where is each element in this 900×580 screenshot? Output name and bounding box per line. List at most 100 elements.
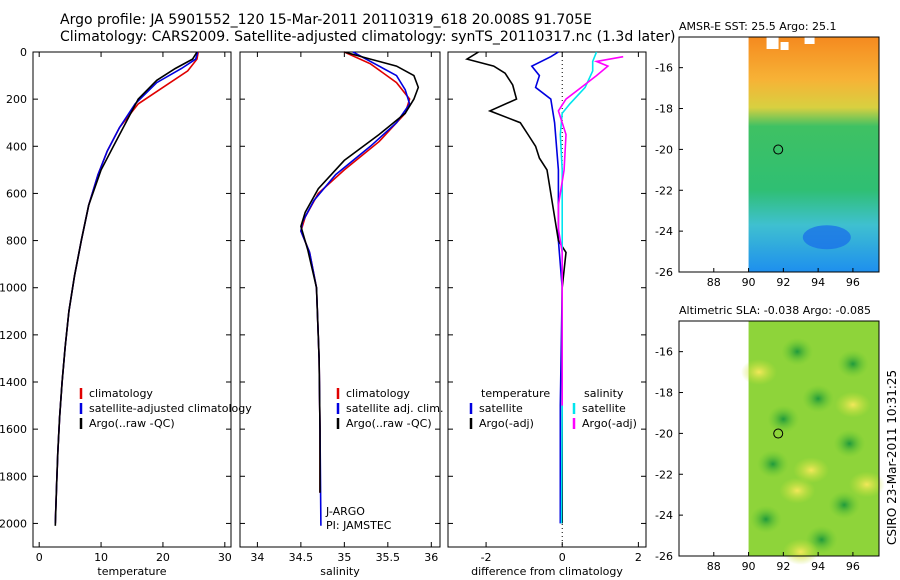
y-tick-label: -16 <box>655 62 673 75</box>
legend-label: satellite <box>479 402 523 415</box>
x-tick-label: 94 <box>811 560 825 573</box>
sst-map-panel: 88 90 92 94 96 -16 -18 -20 -22 -24 -26 <box>655 36 880 289</box>
x-tick-label: 92 <box>776 560 790 573</box>
annotation-jargo: J-ARGO <box>326 505 365 518</box>
x-tick-label: 0 <box>559 551 566 564</box>
temp-argo-line <box>464 51 567 524</box>
x-tick-label: 30 <box>218 551 232 564</box>
climatology-title: Climatology: CARS2009. Satellite-adjuste… <box>60 29 676 45</box>
x-axis-label: temperature <box>97 565 166 578</box>
sla-map-title: Altimetric SLA: -0.038 Argo: -0.085 <box>679 304 871 317</box>
sla-high-blob <box>779 477 816 504</box>
sla-low-blob <box>749 505 782 534</box>
sla-high-blob <box>741 359 777 386</box>
difference-panel: -2 0 2 difference from climatology temperatu… <box>447 51 647 578</box>
x-tick-label: 10 <box>94 551 108 564</box>
x-tick-label: 20 <box>156 551 170 564</box>
y-tick-label: -24 <box>655 509 673 522</box>
legend-label: satellite-adjusted climatology <box>89 402 252 415</box>
y-tick-label: 1800 <box>0 470 27 483</box>
sla-high-blob <box>793 457 830 484</box>
argo-line <box>300 51 420 493</box>
temp-satellite-line <box>530 51 564 524</box>
sla-map-panel: 88 90 92 94 96 -16 -18 -20 -22 -24 -26 <box>655 320 885 573</box>
sla-low-blob <box>767 405 800 434</box>
sal-argo-line <box>557 55 624 406</box>
sla-low-blob <box>833 429 866 458</box>
x-tick-label: 92 <box>776 276 790 289</box>
legend-label: satellite <box>582 402 626 415</box>
x-tick-label: 35.5 <box>376 551 401 564</box>
legend-label: Argo(-adj) <box>582 417 637 430</box>
y-tick-label: -16 <box>655 346 673 359</box>
sla-low-blob <box>781 337 814 366</box>
x-tick-label: 2 <box>635 551 642 564</box>
x-tick-label: 90 <box>742 560 756 573</box>
credit-text: CSIRO 23-Mar-2011 10:31:25 <box>885 369 899 545</box>
x-tick-label: 96 <box>846 560 860 573</box>
legend-label: Argo(..raw -QC) <box>346 417 432 430</box>
x-tick-label: 96 <box>846 276 860 289</box>
y-tick-label: 1200 <box>0 329 27 342</box>
x-axis-label: salinity <box>320 565 360 578</box>
legend-label: Argo(-adj) <box>479 417 534 430</box>
climatology-line <box>54 51 199 524</box>
x-tick-label: 35 <box>337 551 351 564</box>
x-tick-label: 88 <box>707 560 721 573</box>
temperature-panel: 0 10 20 30 temperature 0 200 400 600 800 1000 1200 1… <box>0 46 252 578</box>
x-tick-label: 0 <box>36 551 43 564</box>
y-tick-label: 400 <box>6 140 27 153</box>
legend-label: Argo(..raw -QC) <box>89 417 175 430</box>
sla-high-blob <box>848 471 885 498</box>
sla-low-blob <box>756 450 789 479</box>
y-tick-label: 800 <box>6 235 27 248</box>
sst-map-frame <box>678 36 880 273</box>
sla-low-blob <box>828 490 861 519</box>
y-tick-label: -20 <box>655 143 673 156</box>
x-tick-label: 94 <box>811 276 825 289</box>
x-tick-label: 36 <box>424 551 438 564</box>
y-tick-label: -22 <box>655 184 673 197</box>
y-tick-label: -20 <box>655 427 673 440</box>
y-tick-label: -26 <box>655 266 673 279</box>
x-tick-label: 34 <box>250 551 264 564</box>
sst-map-title: AMSR-E SST: 25.5 Argo: 25.1 <box>679 20 837 33</box>
x-tick-label: 88 <box>707 276 721 289</box>
y-tick-label: 2000 <box>0 517 27 530</box>
legend-label: climatology <box>89 387 153 400</box>
argo-location-marker <box>773 144 784 155</box>
y-tick-label: 600 <box>6 187 27 200</box>
argo-line <box>54 51 198 526</box>
difference-frame <box>447 51 647 548</box>
legend-label: salinity <box>584 387 624 400</box>
argo-location-marker <box>773 428 784 439</box>
sst-gap <box>766 37 779 49</box>
salinity-panel: 34 34.5 35 35.5 36 salinity climatology satelli… <box>239 51 443 578</box>
y-tick-label: -18 <box>655 387 673 400</box>
x-axis-label: difference from climatology <box>471 565 623 578</box>
y-tick-label: 0 <box>20 46 27 59</box>
sst-gap <box>804 37 815 44</box>
annotation-pi: PI: JAMSTEC <box>326 519 392 532</box>
y-tick-label: 1400 <box>0 376 27 389</box>
y-tick-label: 1600 <box>0 423 27 436</box>
sal-satellite-line <box>559 51 598 524</box>
x-tick-label: -2 <box>481 551 492 564</box>
y-tick-label: -24 <box>655 225 673 238</box>
sst-cold-patch <box>802 225 851 250</box>
profile-title: Argo profile: JA 5901552_120 15-Mar-2011… <box>60 12 592 28</box>
sst-gap <box>780 42 789 50</box>
sla-high-blob <box>782 538 819 565</box>
x-tick-label: 34.5 <box>289 551 314 564</box>
sla-map-frame <box>678 320 880 557</box>
y-tick-label: -18 <box>655 103 673 116</box>
temperature-frame <box>32 51 232 548</box>
y-tick-label: -26 <box>655 550 673 563</box>
legend-label: climatology <box>346 387 410 400</box>
sla-high-blob <box>834 391 871 418</box>
legend-label: satellite adj. clim. <box>346 402 443 415</box>
legend-label: temperature <box>481 387 550 400</box>
y-tick-label: -22 <box>655 468 673 481</box>
x-tick-label: 90 <box>742 276 756 289</box>
